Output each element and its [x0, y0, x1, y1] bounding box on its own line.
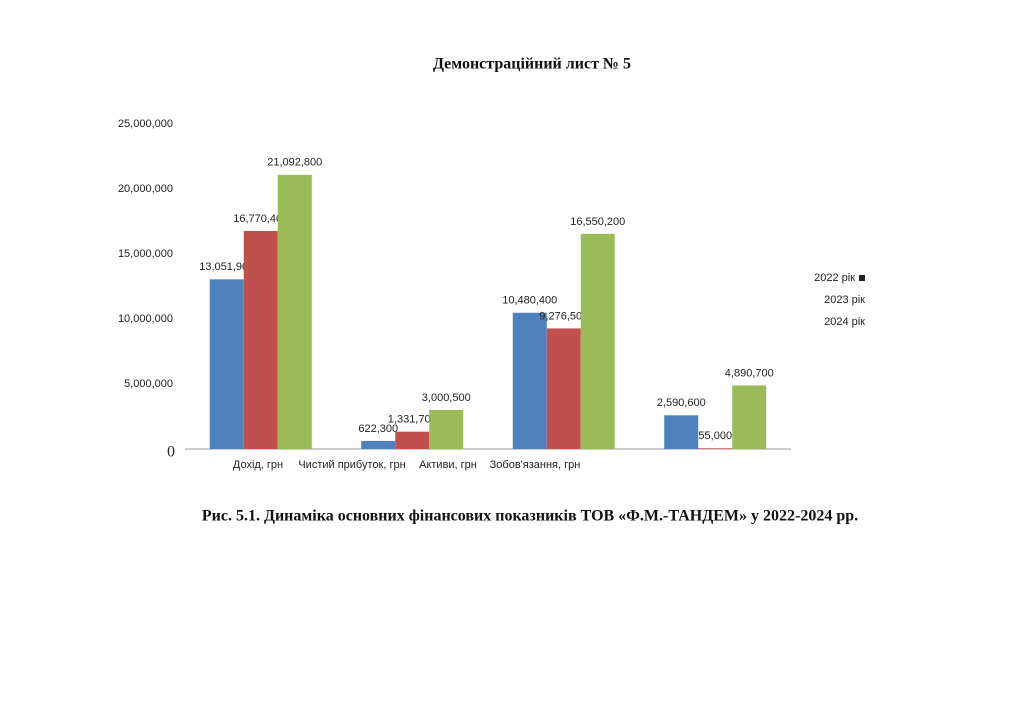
caption: Рис. 5.1. Динаміка основних фінансових п… — [202, 508, 858, 525]
legend-label: 2022 рік — [814, 272, 855, 284]
value-label: 55,000 — [698, 430, 732, 442]
bar — [395, 431, 430, 449]
value-label: 13,051,900 — [199, 261, 254, 273]
x-tick-label: Дохід, грн — [233, 459, 283, 471]
value-label: 2,590,600 — [657, 397, 706, 409]
bar — [429, 409, 464, 449]
value-label: 4,890,700 — [725, 367, 774, 379]
y-tick-label: 15,000,000 — [118, 248, 173, 260]
value-label: 9,276,500 — [539, 310, 588, 322]
bar — [361, 440, 396, 449]
bar — [698, 448, 733, 449]
y-tick-label: 5,000,000 — [124, 378, 173, 390]
bar — [277, 174, 312, 450]
value-label: 1,331,700 — [388, 414, 437, 426]
y-tick-label: 25,000,000 — [118, 118, 173, 130]
value-label: 16,770,400 — [233, 213, 288, 225]
legend-label: 2023 рік — [824, 294, 865, 306]
value-label: 10,480,400 — [502, 295, 557, 307]
y-tick-label: 0 — [167, 444, 175, 461]
x-tick-label: Активи, грн — [419, 459, 477, 471]
bar — [664, 415, 699, 449]
value-label: 3,000,500 — [422, 392, 471, 404]
chart-title: Демонстраційний лист № 5 — [433, 56, 631, 73]
y-tick-label: 20,000,000 — [118, 183, 173, 195]
value-label: 16,550,200 — [570, 216, 625, 228]
legend-label: 2024 рік — [824, 316, 865, 328]
bar — [209, 279, 244, 449]
legend-marker — [859, 275, 865, 281]
x-tick-label: Чистий прибуток, грн — [298, 459, 405, 471]
y-tick-label: 10,000,000 — [118, 313, 173, 325]
bar — [580, 233, 615, 449]
bar — [546, 328, 581, 449]
bar — [243, 230, 278, 449]
value-label: 622,300 — [358, 423, 398, 435]
x-tick-label: Зобов'язання, грн — [490, 459, 581, 471]
bar — [732, 385, 767, 449]
value-label: 21,092,800 — [267, 157, 322, 169]
bar — [512, 312, 547, 449]
